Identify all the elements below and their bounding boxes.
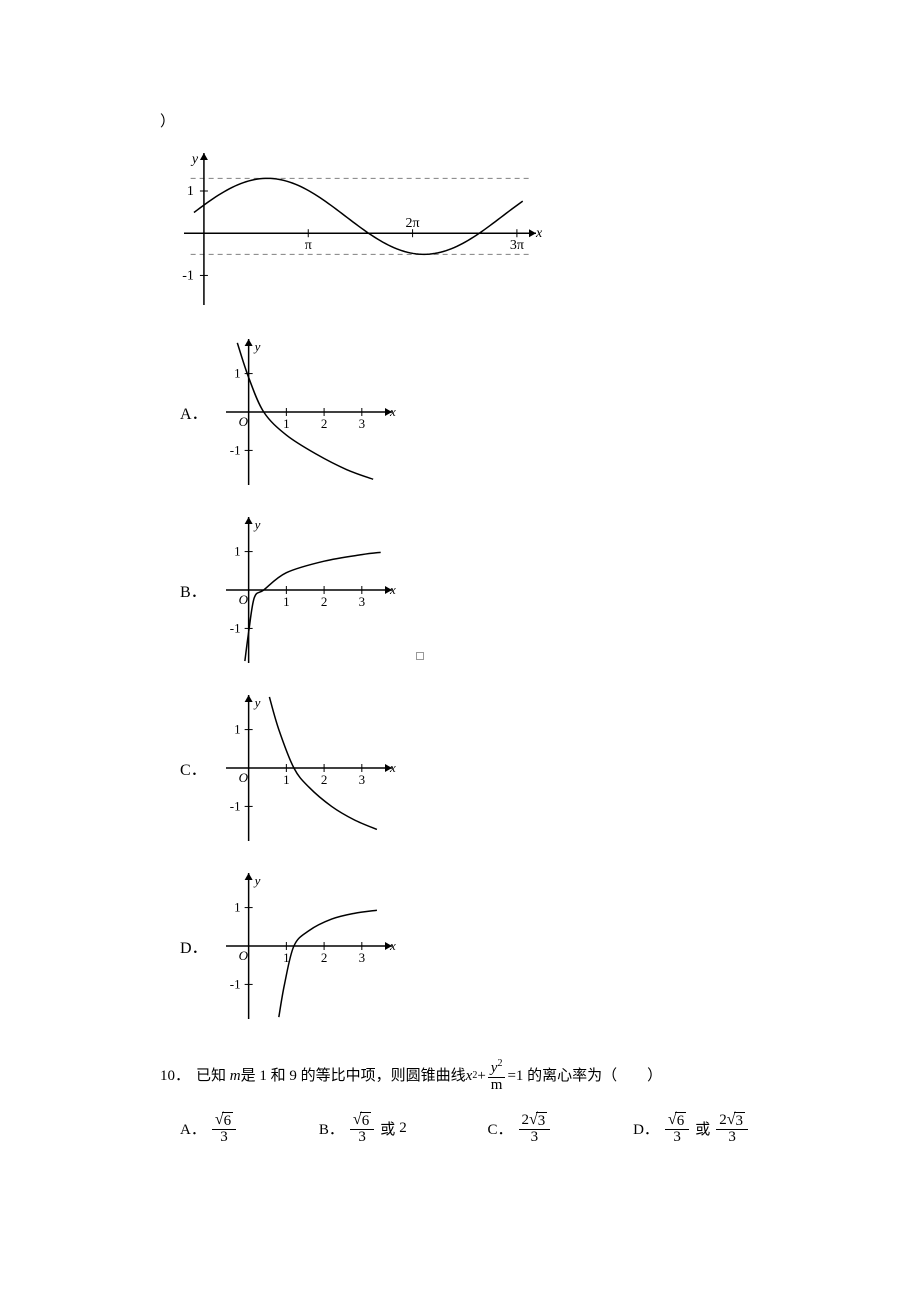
answer-label: C． bbox=[488, 1118, 513, 1139]
svg-text:x: x bbox=[389, 404, 396, 419]
svg-text:2π: 2π bbox=[406, 216, 420, 231]
answer-label: A． bbox=[180, 1118, 206, 1139]
svg-text:1: 1 bbox=[187, 184, 194, 199]
q10-rhs: =1 的离心率为（ ） bbox=[507, 1060, 662, 1093]
svg-text:1: 1 bbox=[234, 544, 241, 559]
svg-text:y: y bbox=[253, 695, 261, 710]
svg-text:-1: -1 bbox=[230, 976, 241, 991]
option-graph: 1 -1 1 2 3 Ox y bbox=[214, 505, 404, 675]
stray-paren: ） bbox=[160, 110, 760, 131]
svg-text:2: 2 bbox=[321, 594, 328, 609]
option-label: A． bbox=[180, 400, 214, 424]
svg-text:1: 1 bbox=[234, 366, 241, 381]
svg-text:y: y bbox=[253, 517, 261, 532]
option-D: D．1-1123Oxy bbox=[180, 861, 760, 1031]
q10-answers: A．√63 B．√63或 2 C．2√33 D．√63或2√33 bbox=[160, 1112, 760, 1146]
q10-text1: 已知 bbox=[196, 1060, 226, 1093]
svg-text:3π: 3π bbox=[510, 238, 524, 253]
marker-icon bbox=[416, 652, 424, 660]
svg-text:O: O bbox=[239, 948, 249, 963]
svg-text:-1: -1 bbox=[230, 442, 241, 457]
q10-x: x bbox=[466, 1060, 473, 1093]
svg-text:1: 1 bbox=[283, 772, 290, 787]
option-graph: 1-1123Oxy bbox=[214, 861, 404, 1031]
svg-text:1: 1 bbox=[234, 722, 241, 737]
svg-text:1: 1 bbox=[283, 594, 290, 609]
option-C: C． 1 -1 1 2 3 Ox y bbox=[180, 683, 760, 853]
svg-text:3: 3 bbox=[359, 416, 366, 431]
svg-text:-1: -1 bbox=[230, 620, 241, 635]
option-label: D． bbox=[180, 934, 214, 958]
svg-text:1: 1 bbox=[283, 416, 290, 431]
q10-frac: y2 m bbox=[488, 1059, 506, 1094]
svg-text:y: y bbox=[253, 339, 261, 354]
svg-text:2: 2 bbox=[321, 772, 328, 787]
q10-plus: + bbox=[477, 1060, 485, 1093]
svg-text:2: 2 bbox=[321, 950, 328, 965]
option-A: A． 1 -1 1 2 3 Ox y bbox=[180, 327, 760, 497]
answer-label: B． bbox=[319, 1118, 344, 1139]
svg-text:-1: -1 bbox=[230, 798, 241, 813]
svg-text:O: O bbox=[239, 770, 249, 785]
q10-m: m bbox=[230, 1060, 241, 1093]
q10-m-denom: m bbox=[488, 1078, 506, 1094]
answer-D: D．√63或2√33 bbox=[633, 1112, 750, 1146]
svg-text:x: x bbox=[535, 226, 543, 241]
option-label: C． bbox=[180, 756, 214, 780]
svg-text:3: 3 bbox=[359, 772, 366, 787]
option-graph: 1 -1 1 2 3 Ox y bbox=[214, 327, 404, 497]
option-B: B． 1 -1 1 2 3 Ox y bbox=[180, 505, 760, 675]
answer-C: C．2√33 bbox=[488, 1112, 553, 1146]
q10-text2: 是 1 和 9 的等比中项，则圆锥曲线 bbox=[241, 1060, 466, 1093]
svg-text:-1: -1 bbox=[182, 268, 194, 283]
answer-label: D． bbox=[633, 1118, 659, 1139]
svg-text:3: 3 bbox=[359, 594, 366, 609]
svg-text:1: 1 bbox=[234, 900, 241, 915]
svg-text:x: x bbox=[389, 582, 396, 597]
svg-text:x: x bbox=[389, 938, 396, 953]
svg-text:2: 2 bbox=[321, 416, 328, 431]
main-graph: 1 -1 π 2π 3π x y bbox=[170, 139, 760, 319]
svg-text:x: x bbox=[389, 760, 396, 775]
answer-B: B．√63或 2 bbox=[319, 1112, 407, 1146]
option-graph: 1 -1 1 2 3 Ox y bbox=[214, 683, 404, 853]
question-10: 10． 已知 m 是 1 和 9 的等比中项，则圆锥曲线 x 2 + y2 m =… bbox=[160, 1059, 760, 1094]
q10-number: 10． bbox=[160, 1060, 190, 1093]
svg-text:y: y bbox=[253, 873, 261, 888]
svg-text:O: O bbox=[239, 592, 249, 607]
answer-A: A．√63 bbox=[180, 1112, 238, 1146]
svg-text:π: π bbox=[305, 238, 312, 253]
option-label: B． bbox=[180, 578, 214, 602]
svg-text:y: y bbox=[190, 152, 199, 167]
q10-y-exp: 2 bbox=[497, 1058, 502, 1069]
svg-text:3: 3 bbox=[359, 950, 366, 965]
svg-text:O: O bbox=[239, 414, 249, 429]
